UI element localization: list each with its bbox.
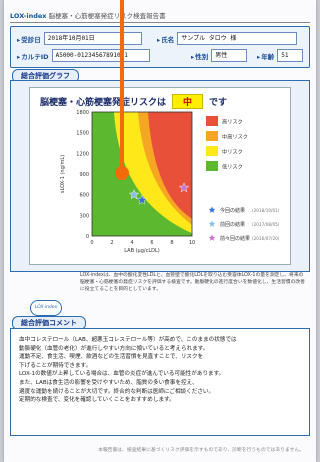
x-tick-label: 8	[170, 240, 173, 246]
age-value: 51	[277, 49, 304, 62]
graph-frame: 脳梗塞・心筋梗塞発症リスクは中です 0 300 600 900 1200 1500 1800…	[10, 80, 310, 272]
document-title: 脳梗塞・心筋梗塞発症リスク検査報告書	[48, 12, 166, 20]
legend-label: 低リスク	[222, 163, 243, 171]
chart-panel: 脳梗塞・心筋梗塞発症リスクは中です 0 300 600 900 1200 1500 1800…	[29, 87, 291, 265]
age-label: 年齢	[257, 51, 274, 61]
sex-field: 性別 男性	[191, 49, 248, 62]
legend-swatch	[206, 116, 218, 126]
x-tick-label: 4	[130, 240, 133, 246]
legend-point-star	[207, 205, 217, 214]
chart-id-value: A5000-01234567891091	[51, 49, 150, 62]
chart-title: 脳梗塞・心筋梗塞発症リスクは中です	[40, 94, 227, 109]
y-axis-label: sLOX-1 (ng/mL)	[60, 155, 66, 193]
legend-swatch	[206, 131, 218, 141]
x-tick-label: 2	[110, 240, 113, 246]
exam-date-field: 受診日 2018年10月01日	[17, 32, 142, 45]
x-tick-label: 6	[150, 240, 153, 246]
data-point-star-2	[178, 182, 190, 193]
zone-low-risk	[92, 112, 192, 236]
chart-title-prefix: 脳梗塞・心筋梗塞発症リスクは	[40, 98, 167, 108]
patient-name-field: 氏名 サンプル タロウ 様	[157, 32, 298, 45]
lox-index-small-logo: LOX-index	[30, 300, 62, 316]
y-tick-label: 1800	[76, 110, 89, 116]
legend-point-label: 今回の結果	[220, 207, 245, 214]
comment-text: 血中コレステロール（LAB、超悪玉コレステロール等）が高めで、このままの状態では…	[19, 337, 237, 404]
patient-name-value: サンプル タロウ 様	[177, 32, 298, 45]
legend-point-date: (2017/08/05)	[252, 222, 280, 227]
x-tick-label: 0	[90, 240, 93, 246]
chart-id-field: カルテID A5000-01234567891091	[17, 49, 150, 62]
patient-name-label: 氏名	[157, 34, 174, 44]
document-header: LOX-index 脳梗塞・心筋梗塞発症リスク検査報告書	[10, 10, 310, 23]
y-tick-label: 0	[86, 234, 89, 240]
legend-swatch	[206, 161, 218, 171]
patient-info-row-2: カルテID A5000-01234567891091 性別 男性 年齢 51	[11, 49, 309, 64]
footer-note: 本報告書は、検査結果に基づくリスク評価を示すものであり、診断を行うものではありま…	[98, 448, 304, 453]
data-point-star-0	[136, 194, 148, 205]
y-tick-label: 300	[79, 213, 89, 219]
data-point-star-1	[128, 189, 140, 200]
y-tick-label: 600	[79, 193, 89, 199]
y-tick-label: 1500	[76, 131, 89, 137]
legend-point-label: 前回の結果	[220, 221, 245, 228]
legend-label: 中高リスク	[222, 133, 248, 141]
patient-info-row-1: 受診日 2018年10月01日 氏名 サンプル タロウ 様	[11, 32, 309, 47]
description-text: LOX-indexは、血中の酸化変性LDLと、血管壁で酸化LDLを取り込む受容体…	[80, 273, 305, 292]
exam-date-value: 2018年10月01日	[43, 32, 142, 45]
legend-swatch	[206, 146, 218, 156]
sex-value: 男性	[211, 49, 248, 62]
risk-chart: 0 300 600 900 1200 1500 1800 0 2 4 6 8 10 LAB (μg/cLD…	[60, 110, 280, 254]
legend-point-date: (2018/10/01)	[252, 208, 280, 213]
comment-box: 血中コレステロール（LAB、超悪玉コレステロール等）が高めで、このままの状態では…	[10, 328, 310, 436]
legend-point-label: 前々回の結果	[220, 235, 250, 242]
patient-info-box: 受診日 2018年10月01日 氏名 サンプル タロウ 様 カルテID A500…	[10, 26, 310, 68]
y-tick-label: 900	[79, 172, 89, 178]
age-field: 年齢 51	[257, 49, 304, 62]
annotation-pointer-line	[120, 0, 124, 172]
y-tick-label: 1200	[76, 151, 89, 157]
chart-id-label: カルテID	[17, 51, 48, 61]
x-axis-label: LAB (μg/cLDL)	[124, 248, 160, 254]
annotation-pointer-dot	[115, 166, 129, 180]
legend-label: 高リスク	[222, 118, 243, 126]
lox-index-logo: LOX-index	[10, 12, 47, 20]
legend-point-star	[207, 219, 217, 228]
legend-point-date: (2016/07/20)	[252, 236, 280, 241]
x-tick-label: 10	[189, 240, 195, 246]
report-page: LOX-index 脳梗塞・心筋梗塞発症リスク検査報告書 受診日 2018年10…	[4, 0, 316, 462]
legend-label: 中リスク	[222, 148, 243, 156]
risk-badge: 中	[172, 94, 204, 109]
legend-point-star	[207, 233, 217, 242]
sex-label: 性別	[191, 51, 208, 61]
chart-title-suffix: です	[209, 98, 228, 108]
exam-date-label: 受診日	[17, 34, 41, 44]
plot-border	[91, 111, 193, 237]
